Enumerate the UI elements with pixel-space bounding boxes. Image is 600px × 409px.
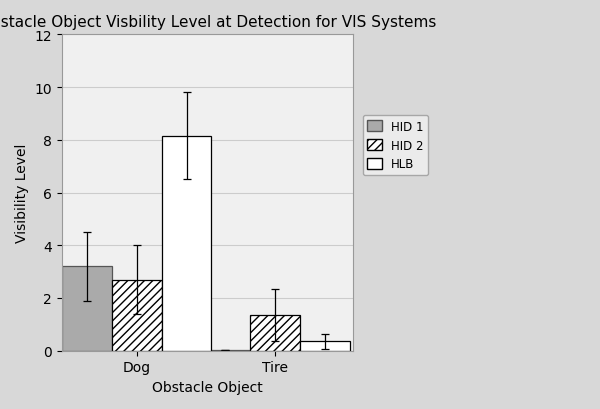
Bar — [62, 267, 112, 351]
Legend: HID 1, HID 2, HLB: HID 1, HID 2, HLB — [362, 116, 428, 176]
X-axis label: Obstacle Object: Obstacle Object — [152, 380, 263, 394]
Y-axis label: Visibility Level: Visibility Level — [15, 144, 29, 243]
Title: Obstacle Object Visbility Level at Detection for VIS Systems: Obstacle Object Visbility Level at Detec… — [0, 15, 436, 30]
Bar — [161, 137, 211, 351]
Bar — [112, 280, 161, 351]
Bar — [300, 342, 350, 351]
Bar — [250, 315, 300, 351]
